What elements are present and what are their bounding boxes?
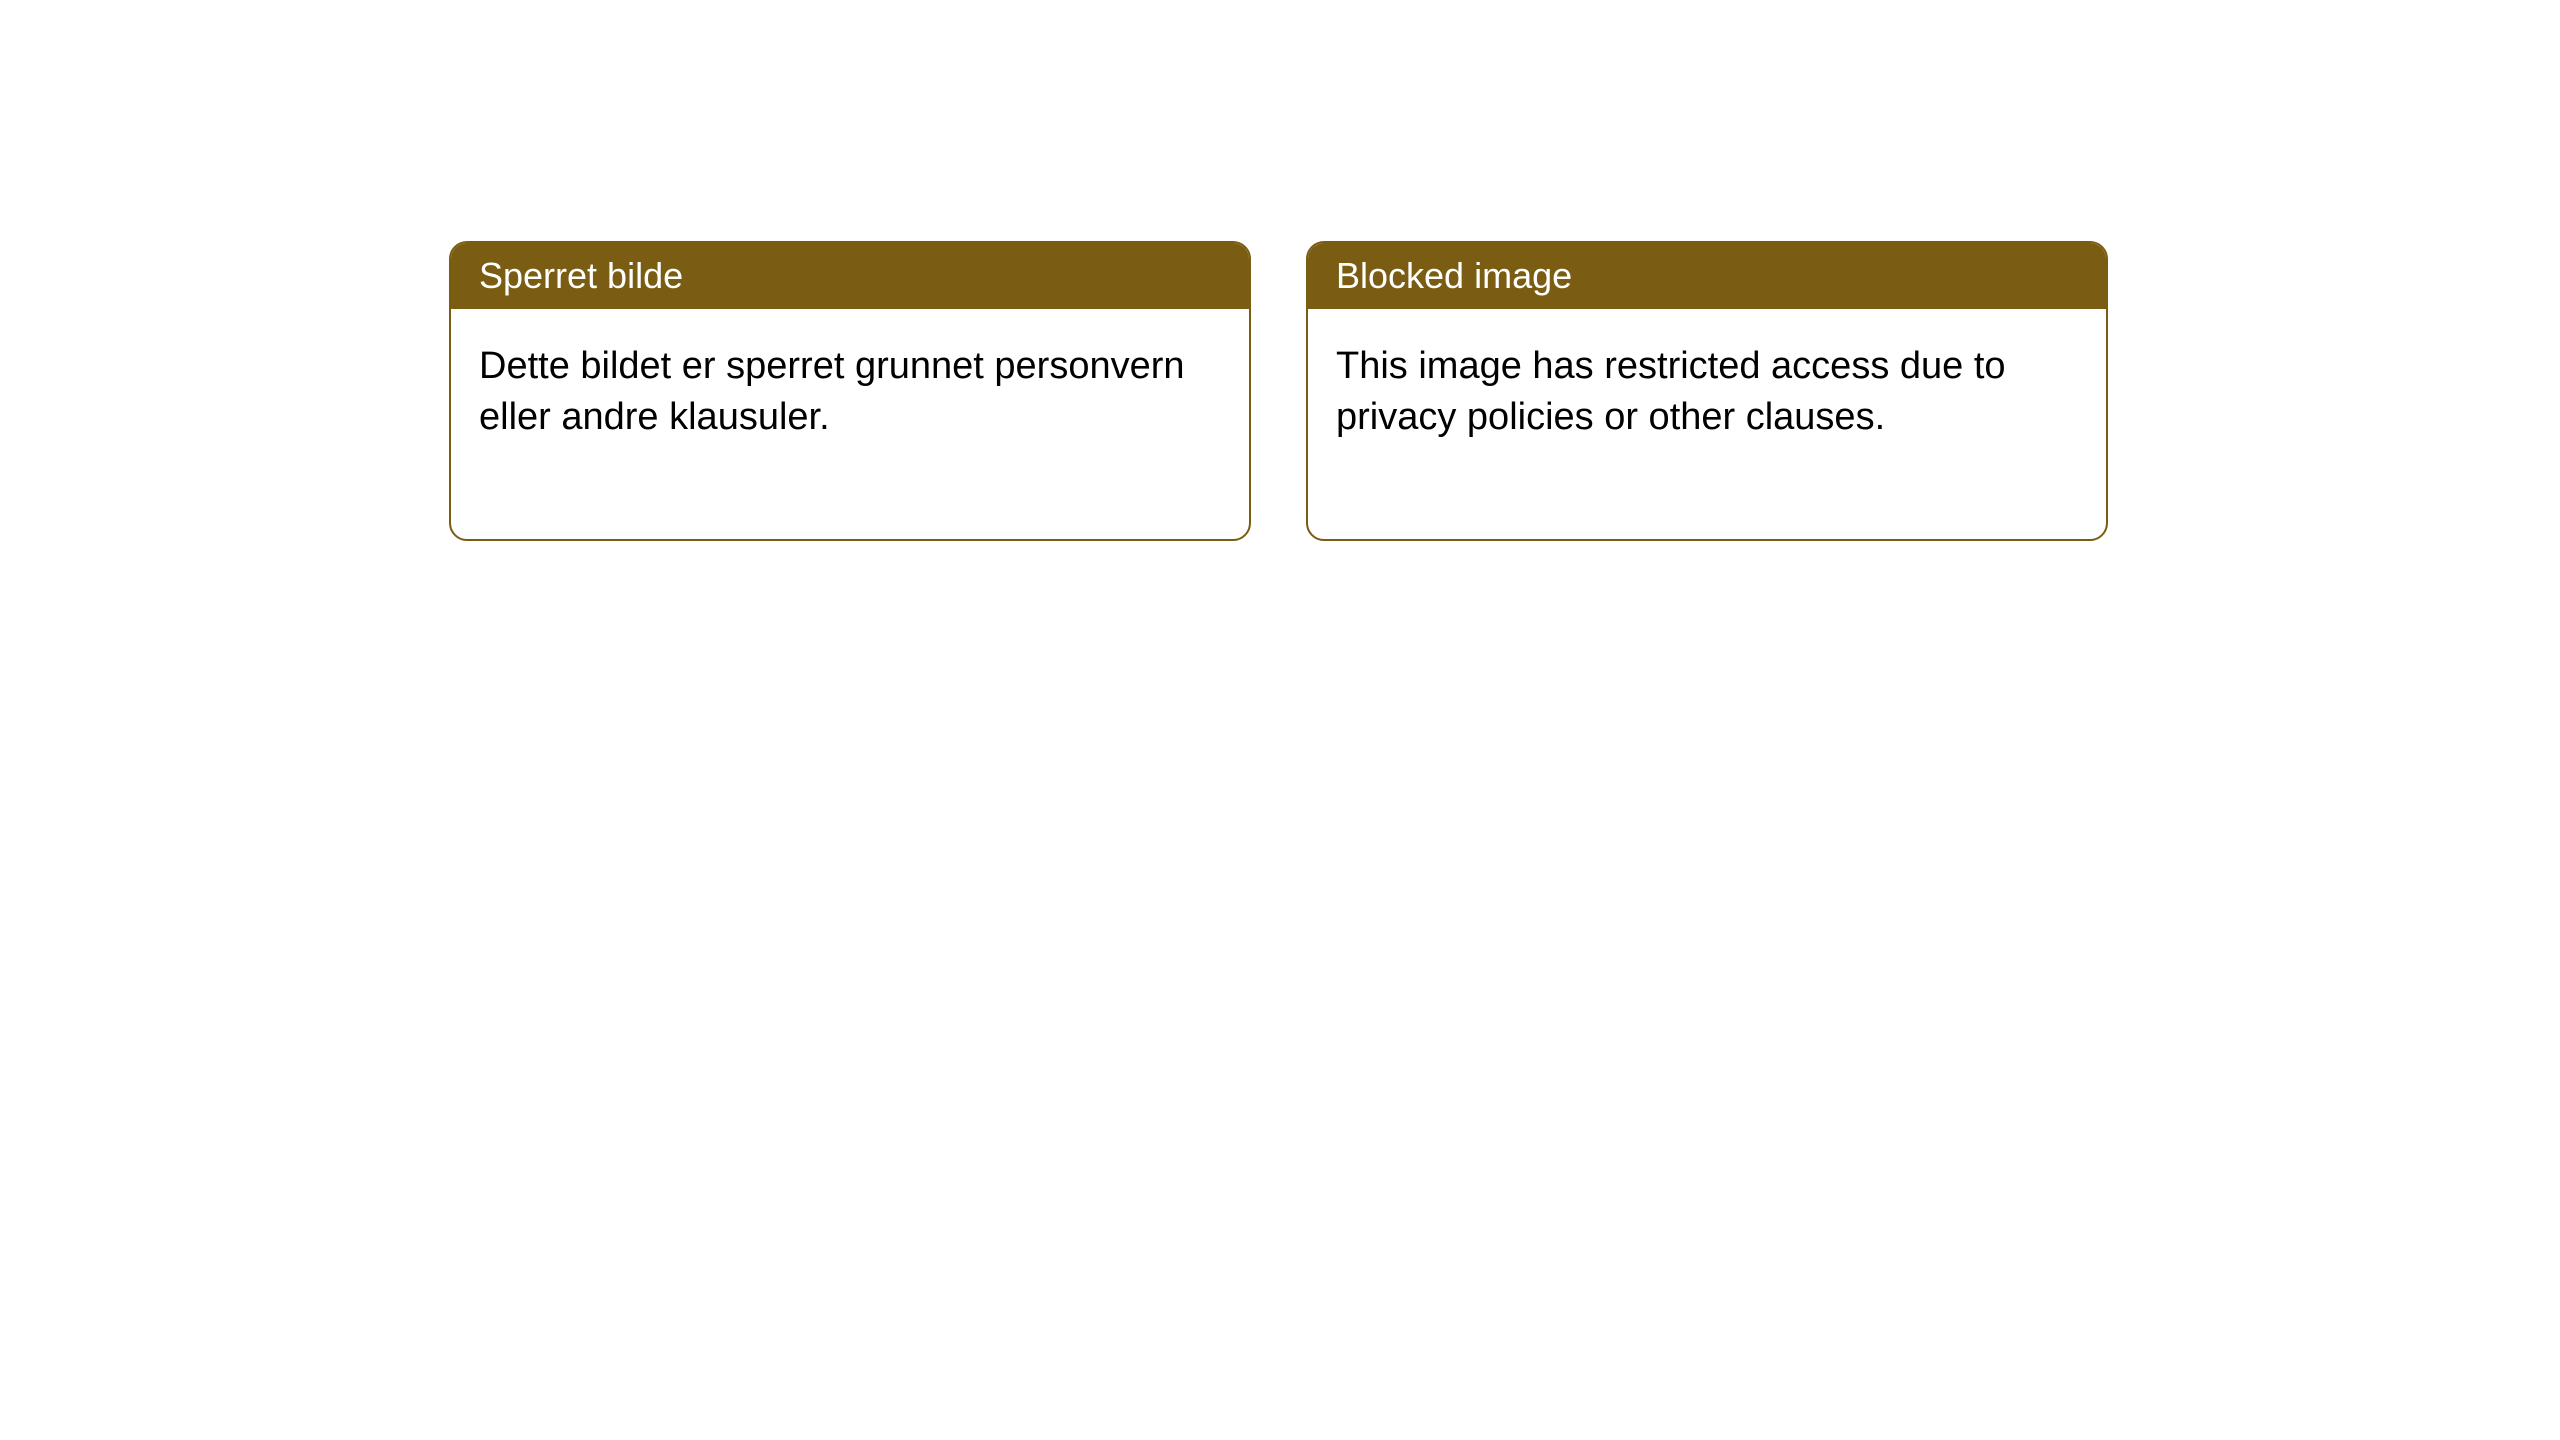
notice-body: Dette bildet er sperret grunnet personve… [451,309,1249,539]
notice-header: Sperret bilde [451,243,1249,309]
notice-title: Sperret bilde [479,255,683,296]
notice-cards-container: Sperret bilde Dette bildet er sperret gr… [449,241,2108,541]
notice-body: This image has restricted access due to … [1308,309,2106,539]
notice-title: Blocked image [1336,255,1572,296]
notice-card-english: Blocked image This image has restricted … [1306,241,2108,541]
notice-message: This image has restricted access due to … [1336,345,2006,438]
notice-card-norwegian: Sperret bilde Dette bildet er sperret gr… [449,241,1251,541]
notice-header: Blocked image [1308,243,2106,309]
notice-message: Dette bildet er sperret grunnet personve… [479,345,1185,438]
